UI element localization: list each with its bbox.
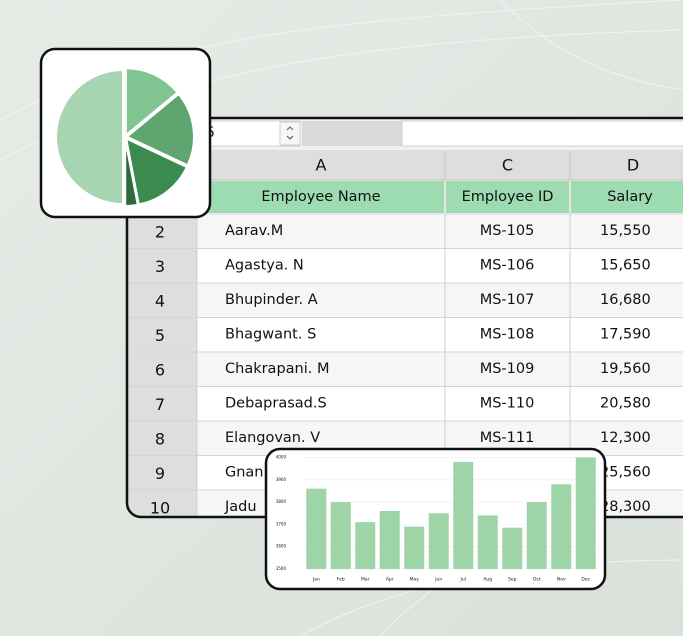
employee-name: Jadu [224,499,257,515]
salary: 12,300 [600,430,651,446]
row-number: 4 [155,292,165,311]
row-number: 3 [155,257,165,276]
x-tick-label: May [410,577,420,583]
bar [502,527,523,569]
salary: 28,300 [600,499,651,515]
header-text: Salary [607,189,653,205]
employee-name: Elangovan. V [225,430,320,446]
row-fill [198,248,683,283]
employee-name: Chakrapani. M [225,361,329,377]
bar [428,513,449,569]
employee-name: Debaprasad.S [225,396,327,412]
y-tick-label: 3800 [276,499,287,504]
salary: 15,650 [600,258,651,274]
x-tick-label: Feb [337,577,345,583]
salary: 15,550 [600,223,651,239]
bar [404,526,425,569]
salary: 16,680 [600,292,651,308]
x-tick-label: Apr [386,577,394,583]
bar [330,502,351,569]
column-header-row [127,150,683,180]
y-tick-label: 3900 [276,477,287,482]
x-tick-label: Oct [533,577,541,583]
row-fill [198,317,683,352]
employee-id: MS-105 [480,223,535,239]
salary: 17,590 [600,327,651,343]
row-number: 5 [155,326,165,345]
employee-id: MS-109 [480,361,535,377]
y-tick-label: 3500 [276,566,287,571]
bar [551,484,572,569]
y-tick-label: 3600 [276,544,287,549]
salary: 19,560 [600,361,651,377]
bar-card: 3500 3600 3700 3800 3900 4000 Jan Feb Mar Apr May J… [264,447,607,591]
x-tick-label: Jun [434,577,442,583]
row-fill [198,214,683,248]
formula-bar[interactable] [401,120,683,147]
row-number: 7 [155,395,165,414]
salary: 25,560 [600,465,651,481]
header-cell [446,181,569,213]
bar [453,461,474,569]
bar [379,511,400,569]
x-tick-label: Dec [581,577,590,583]
pie-slice [124,138,139,207]
x-tick-label: Sep [508,577,517,583]
row-number: 9 [155,464,165,483]
employee-name: Bhagwant. S [225,327,316,343]
header-cell [198,181,444,213]
x-tick-label: Jul [460,577,466,583]
x-tick-label: Nov [557,577,566,583]
header-text: Employee ID [462,189,554,205]
employee-id: MS-108 [480,327,535,343]
row-number: 8 [155,430,165,449]
toolbar-gray [302,121,402,146]
employee-name: Bhupinder. A [225,292,318,308]
pie-slice [124,67,179,138]
column-letter: D [627,156,639,175]
bar [306,488,327,569]
employee-id: MS-111 [480,430,535,446]
row-number: 10 [150,499,170,518]
y-tick-label: 3700 [276,521,287,526]
employee-id: MS-107 [480,292,535,308]
header-cell [571,181,683,213]
column-letter: A [316,156,327,175]
header-text: Employee Name [261,189,380,205]
spinner-arrows [286,126,294,140]
employee-id: MS-106 [480,258,535,274]
pie-slice [125,92,195,167]
spinner[interactable] [279,121,301,146]
row-fill [198,386,683,421]
row-number-column [127,180,197,517]
pie-card [39,47,212,219]
x-tick-label: Aug [483,577,492,583]
bar [355,522,376,569]
pie-slice [124,136,189,206]
row-fill [198,283,683,317]
employee-name: Gnan [225,465,264,481]
x-tick-label: Mar [361,577,370,583]
row-fill [198,352,683,386]
column-letter: C [502,156,513,175]
employee-name: Aarav.M [225,223,283,239]
bar [477,515,498,569]
bar [526,502,547,569]
employee-name: Agastya. N [225,258,304,274]
x-tick-label: Jan [312,577,320,583]
row-number: 2 [155,223,165,242]
bar [575,457,596,569]
employee-id: MS-110 [480,396,535,412]
pie-slice [55,68,124,206]
y-tick-label: 4000 [276,454,287,459]
row-number: 6 [155,361,165,380]
salary: 20,580 [600,396,651,412]
